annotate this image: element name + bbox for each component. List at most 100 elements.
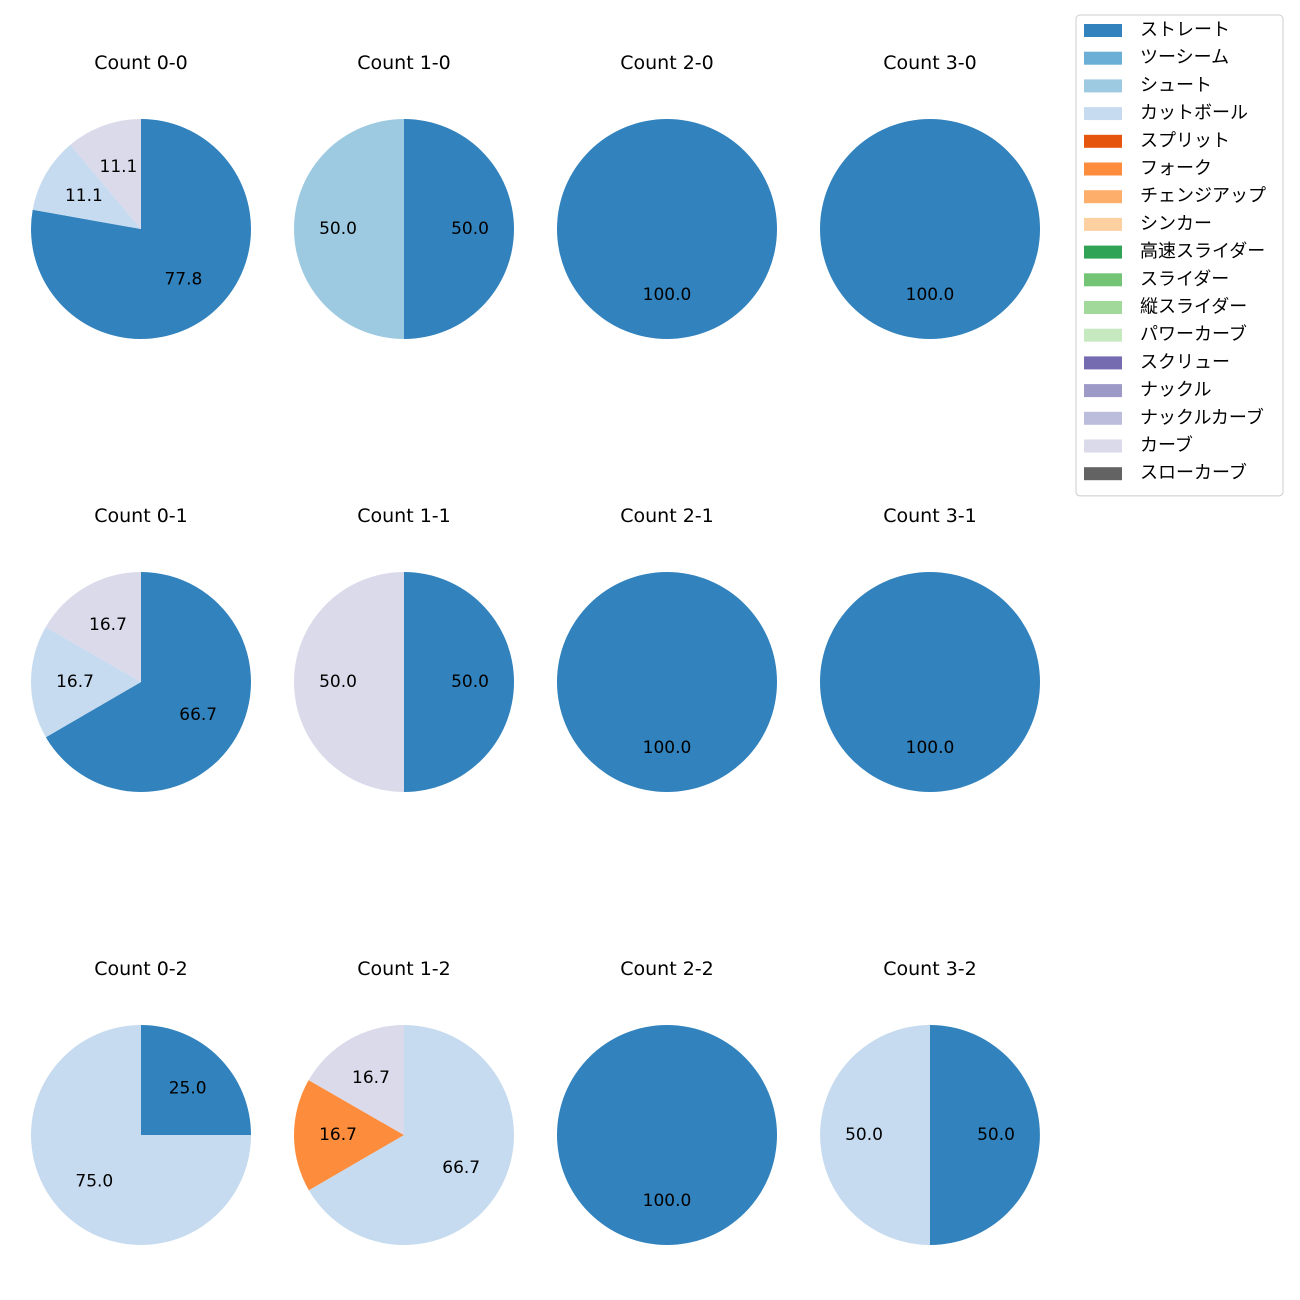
pie-chart: Count 2-1 100.0 (557, 505, 777, 792)
pie-title: Count 1-2 (357, 958, 451, 980)
pie-slice (308, 1025, 404, 1135)
legend-swatch (1084, 134, 1122, 148)
legend-swatch (1084, 328, 1122, 342)
pie-chart: Count 0-2 25.0 75.0 (31, 958, 251, 1245)
pie-title: Count 1-1 (357, 505, 451, 527)
legend: ストレートツーシームシュートカットボールスプリットフォークチェンジアップシンカー… (1075, 14, 1284, 497)
legend-swatch (1084, 217, 1122, 231)
legend-label: パワーカーブ (1140, 323, 1247, 345)
slice-percent-label: 100.0 (906, 738, 955, 758)
slice-percent-label: 50.0 (319, 672, 357, 692)
pie-slice (820, 1025, 930, 1245)
pie-title: Count 0-0 (94, 52, 188, 74)
legend-swatch (1084, 24, 1122, 37)
pie-slice (308, 1025, 514, 1245)
slice-percent-label: 11.1 (65, 186, 103, 206)
pie-slice (293, 1080, 404, 1191)
legend-label: シュート (1140, 75, 1212, 96)
legend-label: ナックルカーブ (1140, 406, 1264, 428)
legend-label: カーブ (1140, 434, 1193, 456)
legend-item: シュート (1084, 75, 1212, 96)
pie-slice (30, 627, 141, 738)
pie-chart: Count 2-2 100.0 (557, 958, 777, 1245)
legend-item: チェンジアップ (1084, 186, 1266, 207)
pie-slice (930, 1025, 1040, 1245)
slice-percent-label: 16.7 (89, 615, 127, 635)
pie-title: Count 3-0 (883, 52, 977, 74)
legend-swatch (1084, 273, 1122, 287)
legend-label: カットボール (1140, 103, 1248, 124)
pie-title: Count 0-1 (94, 505, 188, 527)
pie-title: Count 2-0 (620, 52, 714, 74)
pie-slice (557, 572, 777, 792)
slice-percent-label: 66.7 (442, 1158, 480, 1178)
pie-title: Count 1-0 (357, 52, 451, 74)
legend-swatch (1084, 245, 1122, 259)
slice-percent-label: 50.0 (451, 219, 489, 239)
slice-percent-label: 25.0 (169, 1078, 207, 1098)
slice-percent-label: 11.1 (100, 157, 138, 177)
pie-slice (31, 1025, 251, 1245)
pie-slice (70, 119, 141, 229)
slice-percent-label: 66.7 (179, 705, 217, 725)
legend-item: 高速スライダー (1084, 241, 1265, 262)
legend-swatch (1084, 301, 1122, 314)
pie-title: Count 3-1 (883, 505, 977, 527)
pie-title: Count 3-2 (883, 958, 977, 980)
legend-item: カットボール (1084, 103, 1248, 124)
slice-percent-label: 16.7 (319, 1125, 357, 1145)
pie-slice (294, 119, 404, 339)
legend-label: ツーシーム (1140, 47, 1229, 68)
pie-slice (404, 119, 514, 339)
slice-percent-label: 16.7 (56, 672, 94, 692)
legend-swatch (1084, 107, 1122, 121)
slice-percent-label: 50.0 (451, 672, 489, 692)
slice-percent-label: 100.0 (906, 285, 955, 305)
pie-chart: Count 2-0 100.0 (557, 52, 777, 339)
legend-label: 縦スライダー (1140, 297, 1247, 318)
legend-item: シンカー (1084, 213, 1212, 234)
slice-percent-label: 16.7 (352, 1068, 390, 1088)
slice-percent-label: 100.0 (643, 285, 692, 305)
legend-item: スクリュー (1084, 352, 1230, 373)
pie-chart: Count 1-0 50.0 50.0 (294, 52, 514, 339)
pie-chart: Count 3-0 100.0 (820, 52, 1040, 339)
legend-item: パワーカーブ (1084, 323, 1247, 345)
slice-percent-label: 50.0 (319, 219, 357, 239)
legend-frame (1075, 14, 1284, 497)
pie-slice (820, 119, 1040, 339)
legend-label: スローカーブ (1140, 462, 1247, 484)
slice-percent-label: 50.0 (845, 1125, 883, 1145)
legend-item: カーブ (1084, 434, 1193, 456)
legend-swatch (1084, 79, 1122, 93)
legend-label: スクリュー (1140, 352, 1230, 373)
pie-slice (820, 572, 1040, 792)
slice-percent-label: 50.0 (977, 1125, 1015, 1145)
pie-slice (31, 119, 252, 339)
pie-chart: Count 0-1 66.7 16.7 16.7 (30, 505, 251, 793)
legend-swatch (1084, 439, 1122, 453)
pie-title: Count 0-2 (94, 958, 188, 980)
pie-slice (141, 1025, 251, 1135)
legend-label: スライダー (1140, 269, 1229, 290)
legend-swatch (1084, 384, 1122, 398)
pie-title: Count 2-2 (620, 958, 714, 980)
legend-item: ナックルカーブ (1084, 406, 1264, 428)
legend-swatch (1084, 411, 1122, 425)
legend-label: ストレート (1140, 20, 1230, 41)
slice-percent-label: 100.0 (643, 1191, 692, 1211)
legend-item: フォーク (1084, 158, 1212, 179)
pie-slice (45, 572, 251, 793)
legend-item: 縦スライダー (1084, 297, 1247, 318)
legend-item: スプリット (1084, 130, 1230, 151)
legend-swatch (1084, 467, 1122, 481)
pie-title: Count 2-1 (620, 505, 714, 527)
slice-percent-label: 77.8 (164, 270, 202, 290)
legend-label: シンカー (1140, 213, 1212, 234)
slice-percent-label: 75.0 (75, 1172, 113, 1192)
legend-swatch (1084, 162, 1122, 176)
legend-swatch (1084, 51, 1122, 65)
pie-chart: Count 1-1 50.0 50.0 (294, 505, 514, 792)
pie-slice (45, 572, 141, 682)
